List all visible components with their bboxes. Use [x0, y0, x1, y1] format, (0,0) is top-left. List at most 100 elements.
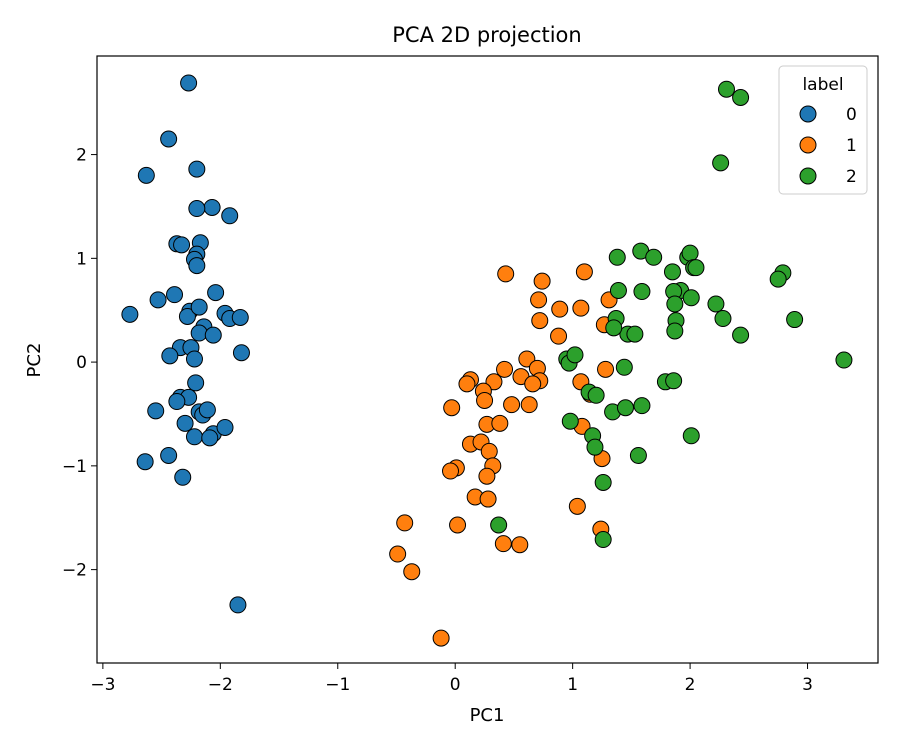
x-axis: −3 −2 −1 0 1 2 3: [90, 663, 813, 695]
scatter-point-label-0: [160, 446, 178, 464]
scatter-point-label-0: [121, 305, 139, 323]
scatter-point-label-1: [572, 299, 590, 317]
scatter-point-label-2: [786, 311, 804, 329]
scatter-point-label-2: [712, 154, 730, 172]
scatter-point-label-0: [203, 198, 221, 216]
y-tick-label: 0: [76, 353, 87, 373]
legend-title: label: [802, 75, 843, 95]
legend-entries: 0 1 2: [799, 105, 857, 187]
y-tick-label: 1: [76, 249, 87, 269]
scatter-point-label-2: [717, 80, 735, 98]
scatter-point-label-1: [458, 375, 476, 393]
scatter-point-label-2: [769, 270, 787, 288]
scatter-point-label-1: [443, 399, 461, 417]
scatter-point-label-0: [178, 307, 196, 325]
scatter-point-label-1: [496, 360, 514, 378]
scatter-point-label-2: [682, 289, 700, 307]
scatter-point-label-0: [166, 286, 184, 304]
scatter-point-label-0: [229, 596, 247, 614]
scatter-point-label-1: [575, 263, 593, 281]
scatter-point-label-0: [149, 291, 167, 309]
scatter-point-label-1: [396, 514, 414, 532]
scatter-point-label-0: [221, 207, 239, 225]
scatter-point-label-1: [449, 516, 467, 534]
x-tick-label: −1: [325, 675, 350, 695]
scatter-point-label-1: [480, 442, 498, 460]
scatter-point-label-2: [594, 473, 612, 491]
scatter-point-label-0: [176, 414, 194, 432]
scatter-point-label-1: [550, 327, 568, 345]
scatter-point-label-0: [188, 160, 206, 178]
y-axis-title: PC2: [24, 343, 45, 378]
legend-label-2: 2: [846, 167, 857, 187]
scatter-point-label-1: [597, 360, 615, 378]
scatter-point-label-0: [168, 393, 186, 411]
scatter-point-label-2: [586, 438, 604, 456]
legend-marker-1: [799, 136, 817, 154]
scatter-point-label-2: [665, 372, 683, 390]
legend-marker-2: [799, 167, 817, 185]
scatter-point-label-0: [161, 347, 179, 365]
scatter-point-label-2: [681, 244, 699, 262]
scatter-point-label-0: [180, 74, 198, 92]
scatter-point-label-0: [231, 308, 249, 326]
legend-label-1: 1: [846, 136, 857, 156]
scatter-point-label-2: [605, 319, 623, 337]
scatter-point-label-2: [609, 281, 627, 299]
scatter-point-label-2: [615, 358, 633, 376]
scatter-point-label-2: [714, 310, 732, 328]
scatter-point-label-0: [201, 429, 219, 447]
scatter-point-label-1: [497, 265, 515, 283]
plot-area-frame: [96, 55, 879, 664]
scatter-point-label-0: [187, 374, 205, 392]
x-axis-title: PC1: [470, 705, 505, 726]
scatter-point-label-0: [190, 324, 208, 342]
scatter-point-label-0: [185, 350, 203, 368]
x-tick-label: −3: [90, 675, 115, 695]
legend-frame: [778, 65, 868, 195]
scatter-point-label-0: [204, 326, 222, 344]
scatter-point-label-1: [524, 375, 542, 393]
scatter-point-label-0: [198, 401, 216, 419]
scatter-point-label-2: [626, 325, 644, 343]
scatter-point-label-2: [490, 516, 508, 534]
scatter-point-label-1: [491, 414, 509, 432]
scatter-point-label-0: [136, 453, 154, 471]
scatter-point-label-2: [608, 248, 626, 266]
scatter-point-label-2: [732, 326, 750, 344]
scatter-point-label-2: [629, 446, 647, 464]
scatter-point-label-1: [551, 300, 569, 318]
scatter-point-label-2: [707, 295, 725, 313]
x-tick-label: 1: [567, 675, 578, 695]
scatter-point-label-1: [479, 490, 497, 508]
y-tick-label: −2: [62, 561, 87, 581]
scatter-point-label-2: [732, 89, 750, 107]
scatter-point-label-1: [476, 391, 494, 409]
scatter-point-label-2: [566, 346, 584, 364]
scatter-point-label-2: [666, 295, 684, 313]
legend-label-0: 0: [846, 105, 857, 125]
x-tick-label: 0: [450, 675, 461, 695]
scatter-point-label-1: [494, 535, 512, 553]
scatter-point-label-0: [232, 344, 250, 362]
x-tick-label: −2: [208, 675, 233, 695]
x-tick-label: 3: [802, 675, 813, 695]
scatter-point-label-2: [687, 259, 705, 277]
scatter-point-label-2: [663, 263, 681, 281]
y-axis: −2 −1 0 1 2: [62, 146, 97, 581]
legend: label 0 1 2: [778, 65, 868, 195]
scatter-point-label-2: [616, 399, 634, 417]
y-tick-label: 2: [76, 146, 87, 166]
scatter-point-label-1: [530, 291, 548, 309]
scatter-point-label-2: [645, 248, 663, 266]
scatter-point-label-0: [207, 284, 225, 302]
scatter-point-label-1: [533, 272, 551, 290]
scatter-point-label-0: [147, 402, 165, 420]
chart-title: PCA 2D projection: [392, 23, 581, 47]
scatter-point-label-1: [520, 396, 538, 414]
scatter-point-label-2: [835, 351, 853, 369]
scatter-point-label-1: [478, 467, 496, 485]
scatter-point-label-0: [188, 257, 206, 275]
x-tick-label: 2: [685, 675, 696, 695]
